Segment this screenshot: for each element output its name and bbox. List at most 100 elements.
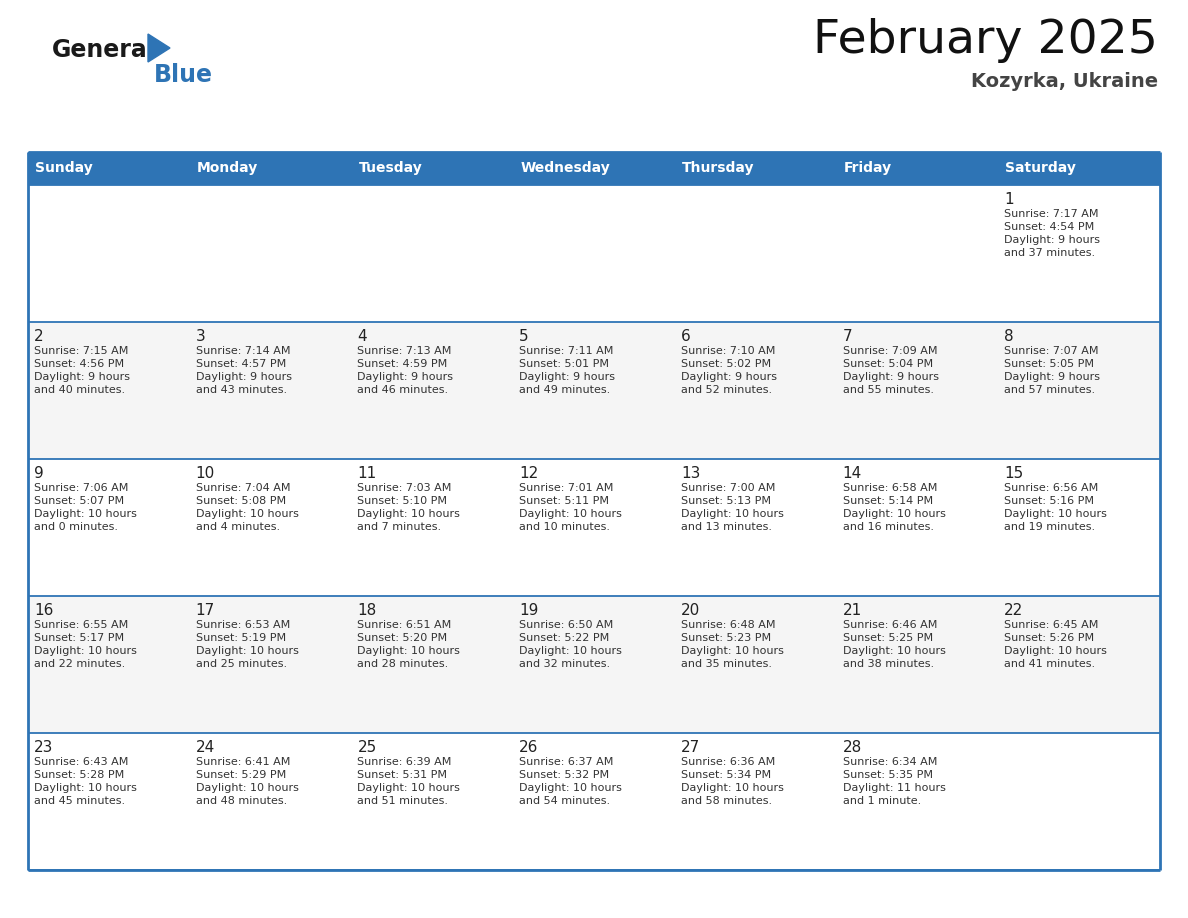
- Text: Daylight: 9 hours: Daylight: 9 hours: [358, 372, 454, 382]
- Text: and 4 minutes.: and 4 minutes.: [196, 522, 280, 532]
- Text: 20: 20: [681, 603, 700, 618]
- Text: Sunrise: 7:00 AM: Sunrise: 7:00 AM: [681, 483, 776, 493]
- Text: Daylight: 10 hours: Daylight: 10 hours: [358, 509, 460, 519]
- Text: Daylight: 9 hours: Daylight: 9 hours: [196, 372, 292, 382]
- Text: and 10 minutes.: and 10 minutes.: [519, 522, 611, 532]
- Bar: [29, 459, 1159, 596]
- Text: and 35 minutes.: and 35 minutes.: [681, 659, 772, 669]
- Text: 1: 1: [1004, 192, 1013, 207]
- Text: Sunset: 5:26 PM: Sunset: 5:26 PM: [1004, 633, 1094, 643]
- Text: 14: 14: [842, 466, 861, 481]
- Text: and 37 minutes.: and 37 minutes.: [1004, 248, 1095, 258]
- Text: Saturday: Saturday: [1005, 161, 1076, 175]
- Text: 6: 6: [681, 329, 690, 344]
- Text: and 40 minutes.: and 40 minutes.: [34, 385, 125, 395]
- Text: and 55 minutes.: and 55 minutes.: [842, 385, 934, 395]
- Text: Daylight: 9 hours: Daylight: 9 hours: [1004, 235, 1100, 245]
- Text: Daylight: 10 hours: Daylight: 10 hours: [519, 509, 623, 519]
- Text: 3: 3: [196, 329, 206, 344]
- Text: Sunset: 5:29 PM: Sunset: 5:29 PM: [196, 770, 286, 780]
- Text: Daylight: 10 hours: Daylight: 10 hours: [519, 646, 623, 656]
- Text: 18: 18: [358, 603, 377, 618]
- Text: Sunrise: 7:17 AM: Sunrise: 7:17 AM: [1004, 209, 1099, 219]
- Text: Daylight: 10 hours: Daylight: 10 hours: [358, 646, 460, 656]
- Text: Sunset: 5:23 PM: Sunset: 5:23 PM: [681, 633, 771, 643]
- Text: 28: 28: [842, 740, 861, 755]
- Text: Sunset: 4:57 PM: Sunset: 4:57 PM: [196, 359, 286, 369]
- Text: Wednesday: Wednesday: [520, 161, 609, 175]
- Text: 19: 19: [519, 603, 538, 618]
- Text: Sunrise: 7:10 AM: Sunrise: 7:10 AM: [681, 346, 776, 356]
- Text: Sunrise: 6:48 AM: Sunrise: 6:48 AM: [681, 620, 776, 630]
- Text: Sunrise: 7:09 AM: Sunrise: 7:09 AM: [842, 346, 937, 356]
- Text: and 43 minutes.: and 43 minutes.: [196, 385, 286, 395]
- Text: 27: 27: [681, 740, 700, 755]
- Text: and 58 minutes.: and 58 minutes.: [681, 796, 772, 806]
- Bar: [29, 596, 1159, 733]
- Text: and 52 minutes.: and 52 minutes.: [681, 385, 772, 395]
- Text: 7: 7: [842, 329, 852, 344]
- Text: Daylight: 10 hours: Daylight: 10 hours: [681, 783, 784, 793]
- Text: and 57 minutes.: and 57 minutes.: [1004, 385, 1095, 395]
- Text: Sunrise: 7:03 AM: Sunrise: 7:03 AM: [358, 483, 451, 493]
- Text: Sunrise: 7:14 AM: Sunrise: 7:14 AM: [196, 346, 290, 356]
- Text: and 49 minutes.: and 49 minutes.: [519, 385, 611, 395]
- Text: Blue: Blue: [154, 63, 213, 87]
- Text: Daylight: 10 hours: Daylight: 10 hours: [519, 783, 623, 793]
- Text: Thursday: Thursday: [682, 161, 754, 175]
- Text: Sunrise: 6:51 AM: Sunrise: 6:51 AM: [358, 620, 451, 630]
- Text: Monday: Monday: [197, 161, 258, 175]
- Text: Daylight: 10 hours: Daylight: 10 hours: [1004, 646, 1107, 656]
- Bar: [29, 733, 1159, 870]
- Text: Sunset: 5:08 PM: Sunset: 5:08 PM: [196, 496, 286, 506]
- Text: Sunset: 5:22 PM: Sunset: 5:22 PM: [519, 633, 609, 643]
- Text: 8: 8: [1004, 329, 1013, 344]
- Text: 9: 9: [34, 466, 44, 481]
- Text: 13: 13: [681, 466, 700, 481]
- Text: Daylight: 10 hours: Daylight: 10 hours: [358, 783, 460, 793]
- Text: 17: 17: [196, 603, 215, 618]
- Text: Sunrise: 6:41 AM: Sunrise: 6:41 AM: [196, 757, 290, 767]
- Text: Sunrise: 7:15 AM: Sunrise: 7:15 AM: [34, 346, 128, 356]
- Text: Sunrise: 7:13 AM: Sunrise: 7:13 AM: [358, 346, 451, 356]
- Text: and 41 minutes.: and 41 minutes.: [1004, 659, 1095, 669]
- Text: and 25 minutes.: and 25 minutes.: [196, 659, 286, 669]
- Text: Sunrise: 6:43 AM: Sunrise: 6:43 AM: [34, 757, 128, 767]
- Text: and 51 minutes.: and 51 minutes.: [358, 796, 448, 806]
- Text: Sunset: 5:14 PM: Sunset: 5:14 PM: [842, 496, 933, 506]
- Text: Sunset: 5:28 PM: Sunset: 5:28 PM: [34, 770, 125, 780]
- Text: Sunset: 5:01 PM: Sunset: 5:01 PM: [519, 359, 609, 369]
- Text: and 22 minutes.: and 22 minutes.: [34, 659, 125, 669]
- Text: Daylight: 11 hours: Daylight: 11 hours: [842, 783, 946, 793]
- Text: 26: 26: [519, 740, 538, 755]
- Text: Sunset: 5:11 PM: Sunset: 5:11 PM: [519, 496, 609, 506]
- Text: Daylight: 10 hours: Daylight: 10 hours: [196, 646, 298, 656]
- Text: Sunset: 4:59 PM: Sunset: 4:59 PM: [358, 359, 448, 369]
- Text: Sunset: 5:32 PM: Sunset: 5:32 PM: [519, 770, 609, 780]
- Text: and 48 minutes.: and 48 minutes.: [196, 796, 287, 806]
- Text: Sunrise: 7:04 AM: Sunrise: 7:04 AM: [196, 483, 290, 493]
- Text: Sunrise: 7:01 AM: Sunrise: 7:01 AM: [519, 483, 613, 493]
- Text: Sunset: 5:17 PM: Sunset: 5:17 PM: [34, 633, 124, 643]
- Text: and 38 minutes.: and 38 minutes.: [842, 659, 934, 669]
- Text: Sunset: 5:35 PM: Sunset: 5:35 PM: [842, 770, 933, 780]
- Text: Sunrise: 7:06 AM: Sunrise: 7:06 AM: [34, 483, 128, 493]
- Polygon shape: [148, 34, 170, 62]
- Text: Sunrise: 6:58 AM: Sunrise: 6:58 AM: [842, 483, 937, 493]
- Text: Sunset: 5:04 PM: Sunset: 5:04 PM: [842, 359, 933, 369]
- Text: February 2025: February 2025: [813, 18, 1158, 63]
- Text: 23: 23: [34, 740, 53, 755]
- Text: Daylight: 10 hours: Daylight: 10 hours: [681, 509, 784, 519]
- Text: 10: 10: [196, 466, 215, 481]
- Text: Daylight: 10 hours: Daylight: 10 hours: [842, 509, 946, 519]
- Text: Sunrise: 6:34 AM: Sunrise: 6:34 AM: [842, 757, 937, 767]
- Text: 16: 16: [34, 603, 53, 618]
- Text: and 32 minutes.: and 32 minutes.: [519, 659, 611, 669]
- Text: and 13 minutes.: and 13 minutes.: [681, 522, 772, 532]
- Text: Daylight: 10 hours: Daylight: 10 hours: [196, 509, 298, 519]
- Text: Daylight: 10 hours: Daylight: 10 hours: [1004, 509, 1107, 519]
- Text: 12: 12: [519, 466, 538, 481]
- Text: Daylight: 9 hours: Daylight: 9 hours: [681, 372, 777, 382]
- Text: Daylight: 9 hours: Daylight: 9 hours: [842, 372, 939, 382]
- Text: 2: 2: [34, 329, 44, 344]
